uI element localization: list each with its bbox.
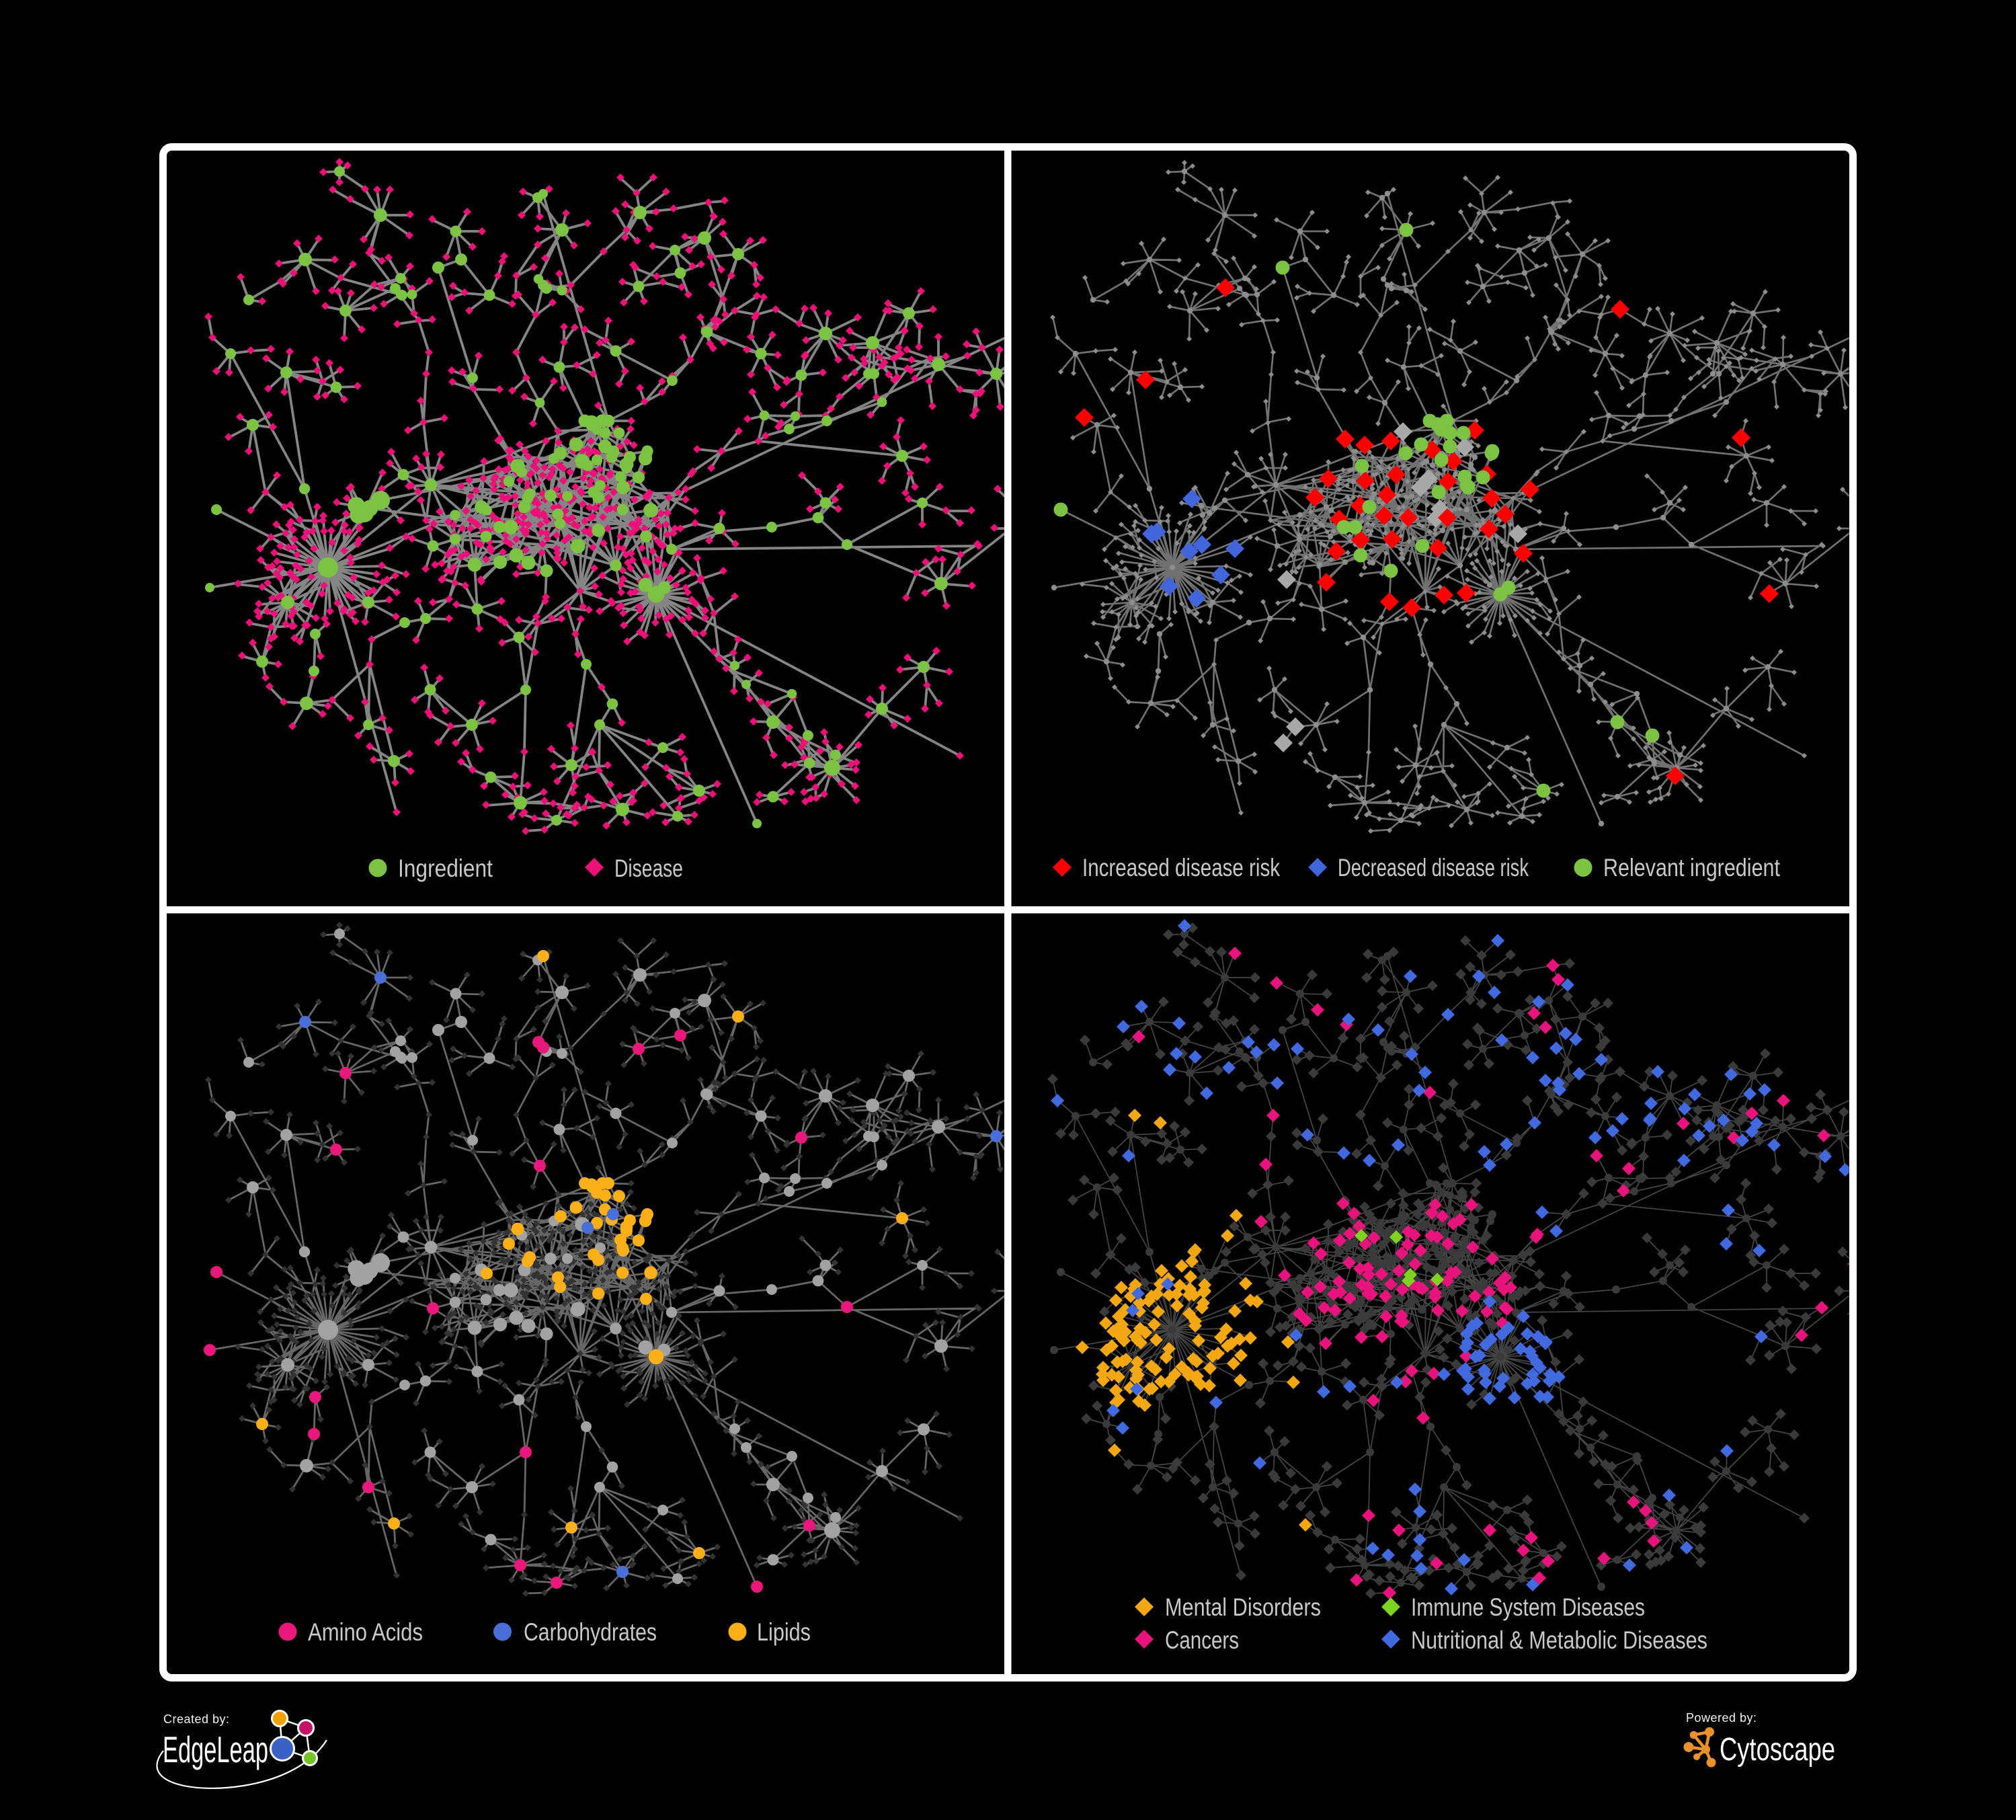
svg-text:Relevant ingredient: Relevant ingredient — [1603, 854, 1781, 881]
svg-text:Mental Disorders: Mental Disorders — [1165, 1593, 1321, 1621]
svg-text:EdgeLeap: EdgeLeap — [163, 1729, 268, 1770]
svg-text:Ingredient: Ingredient — [398, 855, 493, 882]
svg-text:Disease: Disease — [614, 855, 683, 882]
svg-text:Cytoscape: Cytoscape — [1720, 1732, 1835, 1768]
svg-text:Amino Acids: Amino Acids — [308, 1618, 423, 1646]
svg-text:Powered by:: Powered by: — [1686, 1711, 1757, 1725]
svg-text:Decreased disease risk: Decreased disease risk — [1338, 854, 1529, 881]
svg-text:Nutritional & Metabolic Diseas: Nutritional & Metabolic Diseases — [1411, 1626, 1707, 1654]
svg-text:Increased disease risk: Increased disease risk — [1082, 854, 1280, 881]
svg-text:Created by:: Created by: — [163, 1712, 230, 1726]
svg-text:Carbohydrates: Carbohydrates — [524, 1618, 657, 1646]
svg-text:Cancers: Cancers — [1165, 1626, 1239, 1654]
svg-text:Immune System Diseases: Immune System Diseases — [1411, 1593, 1645, 1621]
svg-text:Lipids: Lipids — [757, 1618, 811, 1646]
